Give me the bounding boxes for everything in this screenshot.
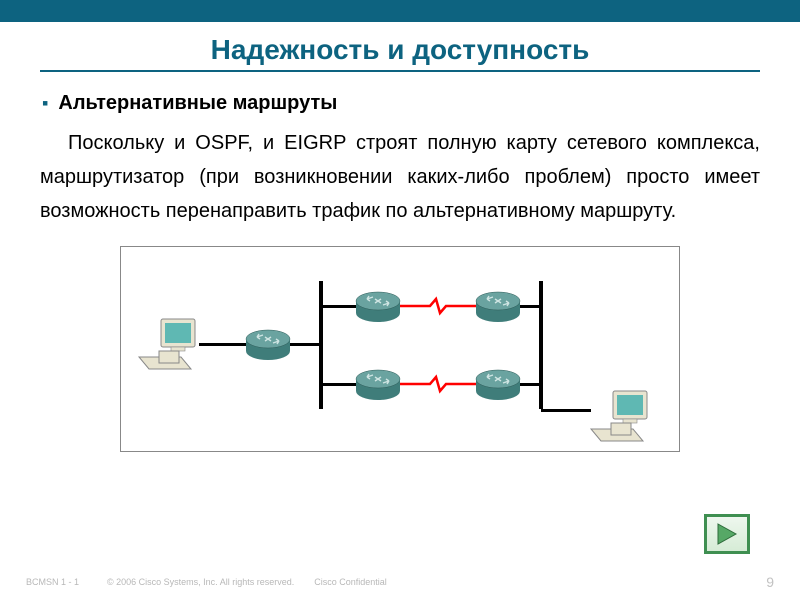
bullet-marker: ▪ [42,90,48,116]
body-paragraph: Поскольку и OSPF, и EIGRP строят полную … [40,126,760,228]
serial-link-icon [399,374,477,394]
serial-link-icon [399,296,477,316]
bullet-item: ▪ Альтернативные маршруты [40,90,760,116]
network-link [289,343,321,346]
router-icon [475,291,521,323]
router-icon [355,291,401,323]
play-icon [716,522,738,546]
footer-code: BCMSN 1 - 1 [26,577,79,587]
page-title: Надежность и доступность [0,34,800,66]
title-rule [40,70,760,72]
router-icon [245,329,291,361]
top-bar [0,0,800,22]
network-link [322,305,358,308]
computer-icon [137,317,201,378]
network-link [199,343,247,346]
diagram-frame [120,246,680,452]
network-diagram [137,261,657,441]
network-bus [539,281,543,409]
next-button[interactable] [704,514,750,554]
computer-icon [589,389,653,450]
router-icon [355,369,401,401]
bullet-text: Альтернативные маршруты [58,90,337,116]
footer-copyright: © 2006 Cisco Systems, Inc. All rights re… [107,577,294,587]
page-number: 9 [766,574,774,590]
content: ▪ Альтернативные маршруты Поскольку и OS… [40,90,760,452]
footer-confidential: Cisco Confidential [314,577,387,587]
footer: BCMSN 1 - 1 © 2006 Cisco Systems, Inc. A… [0,574,800,590]
router-icon [475,369,521,401]
network-link [541,409,591,412]
network-link [322,383,358,386]
